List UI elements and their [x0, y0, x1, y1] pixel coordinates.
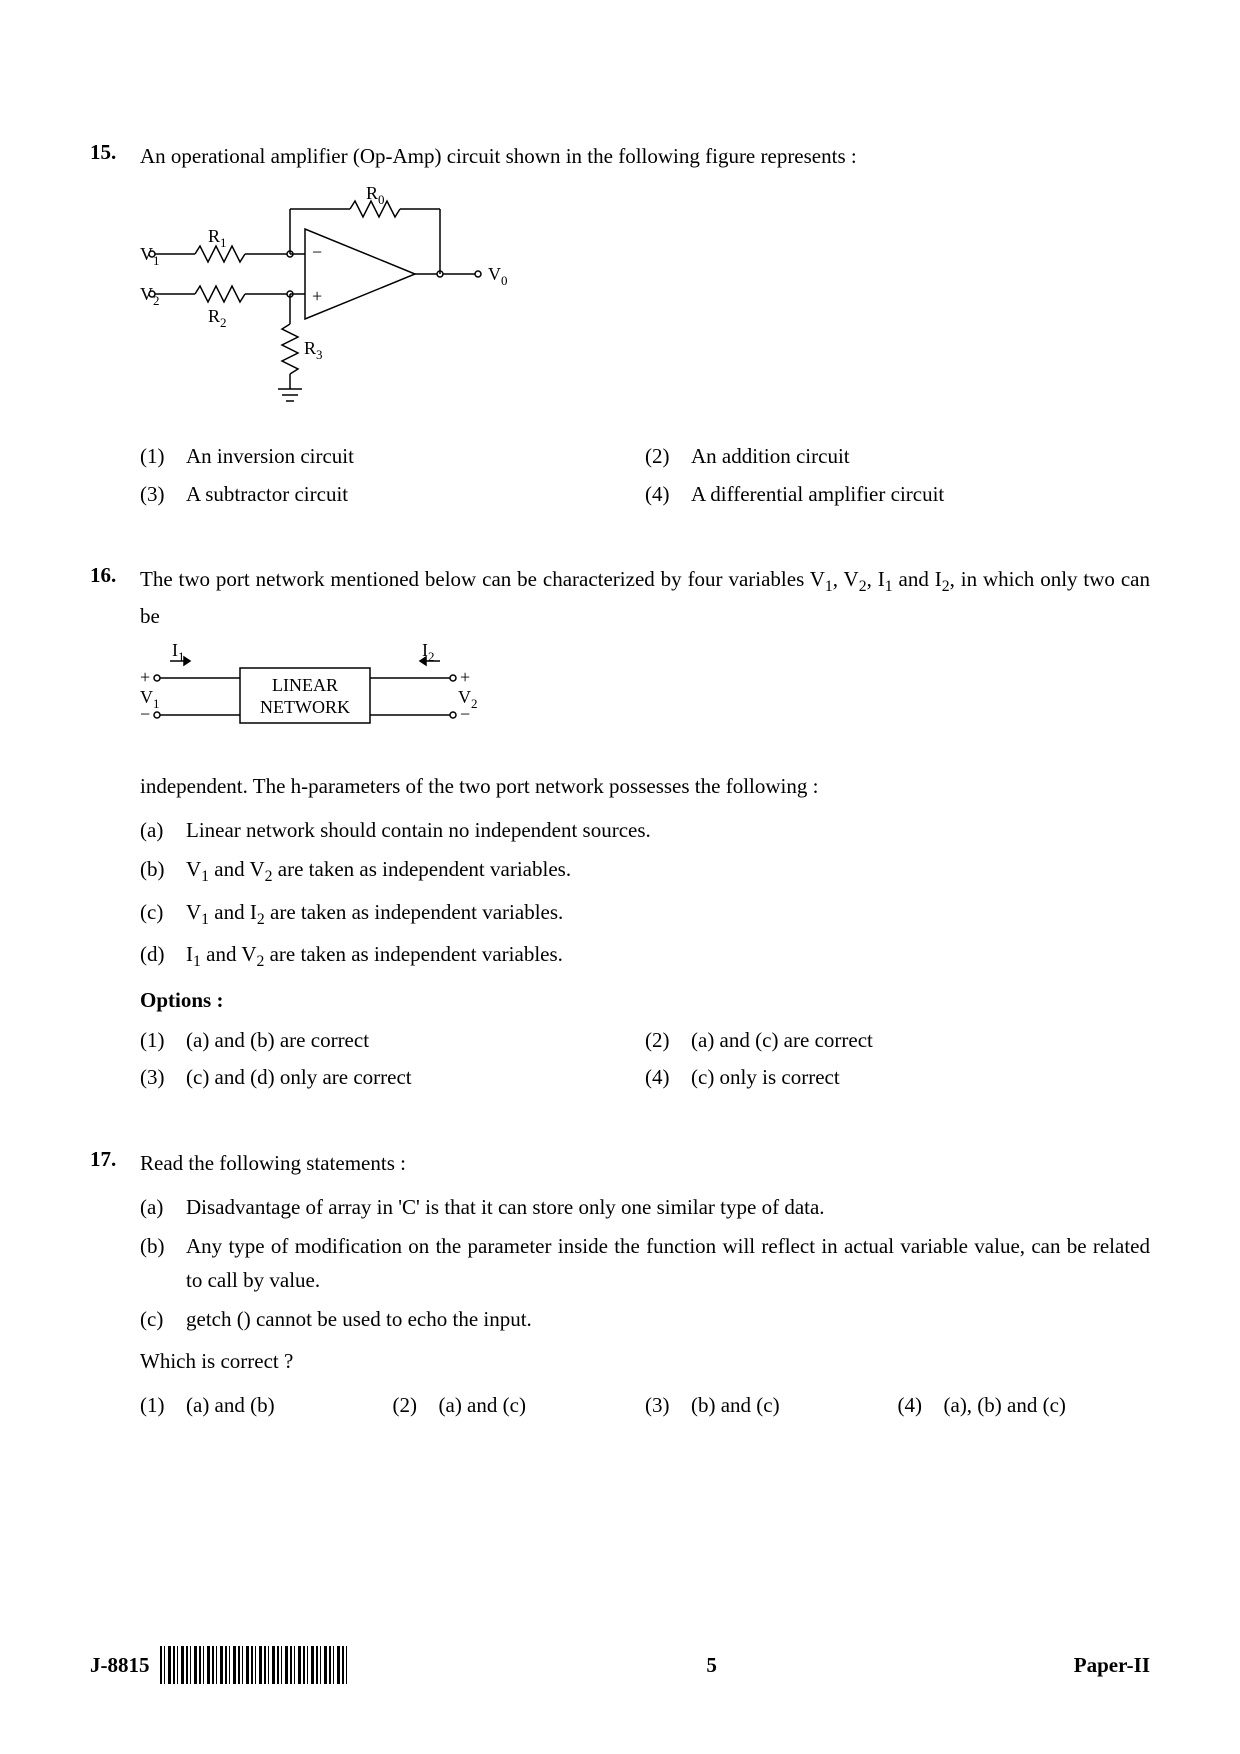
q16-stmt-b: (b) V1 and V2 are taken as independent v…	[140, 853, 1150, 889]
q16-opt3-text: (c) and (d) only are correct	[186, 1061, 645, 1095]
lbl-V1: V1	[140, 244, 160, 268]
lbl-minus-l: −	[140, 704, 150, 724]
footer-paper: Paper-II	[1074, 1653, 1150, 1678]
q16-text-after: independent. The h-parameters of the two…	[140, 770, 1150, 804]
q16-opt4-text: (c) only is correct	[691, 1061, 1150, 1095]
question-17: 17. Read the following statements : (a) …	[90, 1147, 1150, 1422]
q16-stmt-a: (a) Linear network should contain no ind…	[140, 814, 1150, 848]
lbl-plus: +	[312, 286, 322, 306]
box-l2: NETWORK	[260, 697, 350, 717]
footer-code: J-8815	[90, 1653, 150, 1678]
page: 15. An operational amplifier (Op-Amp) ci…	[0, 0, 1240, 1754]
q16-diagram: I1 I2 + − V1 + − V2 LINEAR NETWORK	[140, 643, 1150, 754]
q17-options: (1) (a) and (b) (2) (a) and (c) (3) (b) …	[140, 1389, 1150, 1423]
q15-opt2-num: (2)	[645, 440, 691, 474]
barcode-icon	[160, 1646, 350, 1684]
q17-opt4-num: (4)	[898, 1389, 944, 1423]
q15-opt4-num: (4)	[645, 478, 691, 512]
q15-text: An operational amplifier (Op-Amp) circui…	[140, 140, 1150, 174]
q16-options-head: Options :	[140, 984, 1150, 1018]
q17-opt3-text: (b) and (c)	[691, 1389, 898, 1423]
lbl-minus-r: −	[460, 704, 470, 724]
lbl-R2: R2	[208, 306, 227, 330]
q17-opt2-text: (a) and (c)	[439, 1389, 646, 1423]
lbl-plus-r: +	[460, 667, 470, 687]
box-l1: LINEAR	[272, 675, 338, 695]
q17-number: 17.	[90, 1147, 140, 1172]
q17-opt2-num: (2)	[393, 1389, 439, 1423]
lbl-V2: V2	[140, 284, 160, 308]
q16-number: 16.	[90, 563, 140, 588]
q17-opt1-num: (1)	[140, 1389, 186, 1423]
lbl-plus-l: +	[140, 667, 150, 687]
q16-options-row2: (3) (c) and (d) only are correct (4) (c)…	[140, 1061, 1150, 1095]
q15-opt2-text: An addition circuit	[691, 440, 1150, 474]
q16-options-row1: (1) (a) and (b) are correct (2) (a) and …	[140, 1024, 1150, 1058]
q16-opt1-text: (a) and (b) are correct	[186, 1024, 645, 1058]
q15-number: 15.	[90, 140, 140, 165]
question-15: 15. An operational amplifier (Op-Amp) ci…	[90, 140, 1150, 515]
q17-opt3-num: (3)	[645, 1389, 691, 1423]
lbl-minus: −	[312, 242, 322, 262]
footer-page: 5	[350, 1653, 1074, 1678]
lbl-R3: R3	[304, 338, 323, 362]
q16-opt2-text: (a) and (c) are correct	[691, 1024, 1150, 1058]
q17-text: Read the following statements :	[140, 1147, 1150, 1181]
question-16: 16. The two port network mentioned below…	[90, 563, 1150, 1099]
q16-stmt-d: (d) I1 and V2 are taken as independent v…	[140, 938, 1150, 974]
q16-stmt-c: (c) V1 and I2 are taken as independent v…	[140, 896, 1150, 932]
q15-opt4-text: A differential amplifier circuit	[691, 478, 1150, 512]
q15-opt1-text: An inversion circuit	[186, 440, 645, 474]
lbl-R1: R1	[208, 226, 227, 250]
q15-opt3-num: (3)	[140, 478, 186, 512]
q16-opt3-num: (3)	[140, 1061, 186, 1095]
lbl-R0: R0	[366, 184, 385, 207]
q17-stmt-c: (c) getch () cannot be used to echo the …	[140, 1303, 1150, 1337]
q16-opt1-num: (1)	[140, 1024, 186, 1058]
q17-opt4-text: (a), (b) and (c)	[944, 1389, 1151, 1423]
q17-opt1-text: (a) and (b)	[186, 1389, 393, 1423]
q17-stmt-b: (b) Any type of modification on the para…	[140, 1230, 1150, 1297]
lbl-V0: V0	[488, 264, 508, 288]
q16-opt4-num: (4)	[645, 1061, 691, 1095]
q15-options-row1: (1) An inversion circuit (2) An addition…	[140, 440, 1150, 474]
q17-stmt-a: (a) Disadvantage of array in 'C' is that…	[140, 1191, 1150, 1225]
q16-text: The two port network mentioned below can…	[140, 563, 1150, 633]
q15-opt3-text: A subtractor circuit	[186, 478, 645, 512]
page-footer: J-8815 5 Paper-II	[90, 1646, 1150, 1684]
q15-diagram: V1 V2 V0 R1 R2 R3 R0 − +	[140, 184, 1150, 425]
q16-opt2-num: (2)	[645, 1024, 691, 1058]
q15-options-row2: (3) A subtractor circuit (4) A different…	[140, 478, 1150, 512]
q15-opt1-num: (1)	[140, 440, 186, 474]
q17-which: Which is correct ?	[140, 1345, 1150, 1379]
